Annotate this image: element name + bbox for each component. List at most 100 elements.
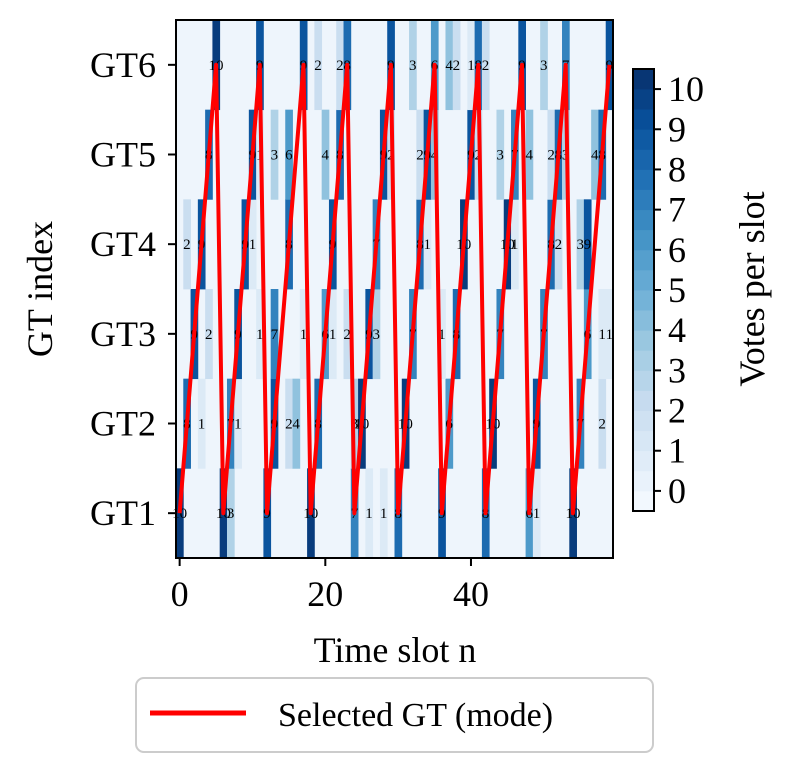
- heatmap-cell: [547, 109, 556, 200]
- cell-vote-label: 1: [533, 506, 541, 522]
- cell-vote-label: 3: [227, 506, 235, 522]
- cell-vote-label: 2: [336, 58, 344, 74]
- heatmap-cell: [481, 20, 490, 111]
- y-tick-label: GT2: [90, 404, 156, 444]
- heatmap-cell: [183, 199, 191, 290]
- x-tick-label: 20: [307, 574, 343, 614]
- heatmap-cell: [554, 199, 563, 290]
- heatmap-cell: [336, 20, 344, 111]
- legend-entry-selected-gt: Selected GT (mode): [278, 697, 553, 734]
- heatmap-cell: [176, 468, 184, 559]
- heatmap-cell: [576, 199, 585, 290]
- heatmap-cell: [205, 289, 213, 380]
- colorbar-tick-label: 8: [668, 149, 686, 189]
- cell-vote-label: 4: [591, 148, 599, 164]
- legend-box: [135, 677, 654, 753]
- colorbar-segment: [633, 69, 654, 90]
- cell-vote-label: 3: [271, 148, 279, 164]
- cell-vote-label: 2: [314, 58, 322, 74]
- heatmap-cell: [467, 20, 476, 111]
- selected-gt-line: [177, 62, 612, 516]
- colorbar-tick-label: 10: [668, 69, 704, 109]
- cell-vote-label: 1: [234, 417, 242, 433]
- heatmap-cell: [605, 289, 614, 380]
- cell-vote-label: 1: [329, 327, 337, 343]
- heatmap-cell: [314, 20, 323, 111]
- y-tick-label: GT4: [90, 224, 156, 264]
- colorbar-tick-label: 9: [668, 109, 686, 149]
- colorbar-label: Votes per slot: [732, 191, 772, 386]
- cell-vote-label: 1: [249, 237, 257, 253]
- x-tick-label: 40: [453, 574, 489, 614]
- colorbar-segment: [633, 330, 654, 351]
- plot-frame: [175, 19, 614, 559]
- y-tick-label: GT5: [90, 135, 156, 175]
- heatmap-cell: [343, 289, 352, 380]
- cell-vote-label: 2: [416, 148, 424, 164]
- colorbar-segment: [633, 490, 654, 512]
- heatmap-cell: [496, 109, 505, 200]
- cell-vote-label: 1: [438, 327, 446, 343]
- cell-vote-label: 2: [555, 237, 563, 253]
- colorbar-tick-label: 4: [668, 310, 686, 350]
- colorbar-segment: [633, 189, 654, 211]
- cell-vote-label: 2: [285, 417, 293, 433]
- y-tick-label: GT3: [90, 314, 156, 354]
- colorbar-segment: [633, 450, 654, 472]
- colorbar-segment: [633, 89, 654, 110]
- colorbar-segment: [633, 269, 654, 291]
- heatmap-cell: [591, 109, 599, 200]
- cell-vote-label: 1: [300, 327, 308, 343]
- cell-vote-label: 3: [576, 237, 584, 253]
- colorbar-segment: [633, 390, 654, 411]
- heatmap-cell: [197, 378, 206, 469]
- heatmap-cell: [525, 109, 534, 200]
- heatmap-cell: [445, 20, 454, 111]
- heatmap-cell: [532, 468, 541, 559]
- colorbar-tick-label: 3: [668, 350, 686, 390]
- heatmap-cell: [285, 378, 293, 469]
- heatmap-cell: [409, 20, 417, 111]
- colorbar-segment: [633, 370, 654, 391]
- cell-vote-label: 1: [365, 506, 373, 522]
- x-tick-label: 0: [171, 574, 189, 614]
- heatmap-cell: [226, 468, 235, 559]
- y-tick-label: GT6: [90, 45, 156, 85]
- y-axis-label: GT index: [20, 221, 60, 357]
- colorbar-segment: [633, 209, 654, 231]
- cell-vote-label: 3: [540, 58, 548, 74]
- heatmap-cell: [438, 289, 446, 380]
- cell-vote-label: 1: [598, 327, 606, 343]
- cell-vote-label: 2: [598, 417, 606, 433]
- heatmap-cell: [292, 378, 301, 469]
- heatmap-cell: [598, 378, 607, 469]
- colorbar-segment: [633, 290, 654, 311]
- cell-vote-label: 4: [322, 148, 330, 164]
- cell-vote-label: 1: [424, 237, 432, 253]
- heatmap-cell: [285, 109, 293, 200]
- cell-vote-label: 2: [343, 327, 351, 343]
- colorbar-segment: [633, 470, 654, 492]
- cell-vote-label: 2: [183, 237, 191, 253]
- colorbar-segment: [633, 430, 654, 452]
- cell-vote-label: 2: [205, 327, 213, 343]
- colorbar-segment: [633, 109, 654, 130]
- colorbar-segment: [633, 350, 654, 371]
- colorbar-tick-label: 7: [668, 190, 686, 230]
- cell-vote-label: 3: [409, 58, 417, 74]
- cell-vote-label: 1: [511, 237, 519, 253]
- cell-vote-label: 3: [373, 327, 381, 343]
- colorbar-segment: [633, 129, 654, 150]
- heatmap-cell: [321, 109, 330, 200]
- colorbar-tick-label: 5: [668, 270, 686, 310]
- heatmap-cell: [598, 289, 607, 380]
- cell-vote-label: 9: [584, 237, 592, 253]
- cell-vote-label: 4: [445, 58, 453, 74]
- heatmap-cell: [372, 289, 381, 380]
- colorbar-segment: [633, 249, 654, 271]
- colorbar-tick-label: 0: [668, 471, 686, 511]
- heatmap-cell: [379, 468, 388, 559]
- cell-vote-label: 3: [496, 148, 504, 164]
- colorbar-tick-label: 1: [668, 431, 686, 471]
- x-axis-label: Time slot n: [314, 630, 477, 670]
